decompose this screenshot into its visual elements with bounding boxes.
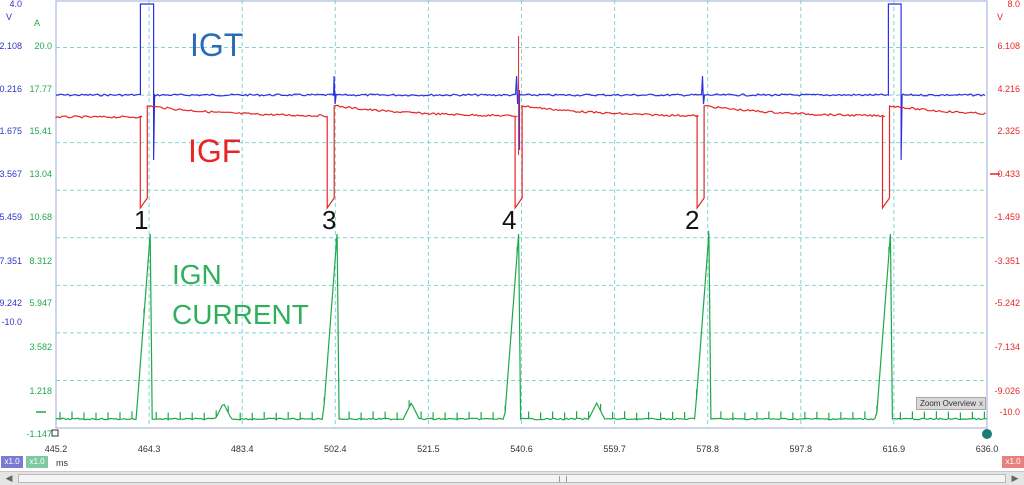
igf-trace	[55, 104, 986, 210]
right-axis-volts-tick-label: 2.325	[997, 126, 1020, 136]
left-axis-amps-tick-label: 8.312	[29, 256, 52, 266]
time-axis-tick-label: 464.3	[138, 444, 161, 454]
right-axis-volts-tick-label: -9.026	[994, 386, 1020, 396]
cylinder-2-label: 2	[685, 205, 699, 235]
left-axis-amps-tick-label: 15.41	[29, 126, 52, 136]
igt-trace	[55, 3, 986, 161]
right-axis-volts-tick-label: 8.0	[1007, 0, 1020, 9]
time-axis-tick-label: 502.4	[324, 444, 347, 454]
channel-a-scale-badge[interactable]: x1.0	[1, 456, 23, 468]
scroll-right-arrow-icon[interactable]: ▶	[1011, 473, 1019, 483]
left-axis-amps-tick-label: 20.0	[34, 41, 52, 51]
right-axis-volts-tick-label: -3.351	[994, 256, 1020, 266]
right-axis-volts-tick-label: -5.242	[994, 298, 1020, 308]
left-axis-volts-tick-label: -3.567	[0, 169, 22, 179]
ign-current-label-line2: CURRENT	[172, 299, 309, 330]
right-axis-volts-tick-label: 4.216	[997, 84, 1020, 94]
left-axis-amps-tick-label: 13.04	[29, 169, 52, 179]
ign-current-label-line1: IGN	[172, 259, 222, 290]
left-axis-amps-tick-label: 17.77	[29, 84, 52, 94]
right-axis-volts-tick-label: -1.459	[994, 212, 1020, 222]
zoom-overview-panel[interactable]: Zoom Overview x	[916, 397, 986, 410]
left-axis-amps-unit: A	[34, 18, 40, 28]
left-axis-volts-tick-label: 0.216	[0, 84, 22, 94]
scroll-left-arrow-icon[interactable]: ◀	[5, 473, 13, 483]
left-axis-volts-tick-label: -10.0	[1, 317, 22, 327]
ign-current-trace	[55, 230, 987, 421]
left-axis-volts-tick-label: 4.0	[9, 0, 22, 9]
time-axis-unit: ms	[56, 458, 68, 468]
time-axis-tick-label: 616.9	[883, 444, 906, 454]
time-axis-tick-label: 559.7	[603, 444, 626, 454]
channel-b-scale-badge[interactable]: x1.0	[26, 456, 48, 468]
left-axis-volts-tick-label: -5.459	[0, 212, 22, 222]
left-axis-volts-tick-label: -7.351	[0, 256, 22, 266]
left-axis-volts-tick-label: -1.675	[0, 126, 22, 136]
left-axis-amps-tick-label: 3.582	[29, 342, 52, 352]
cylinder-3-label: 3	[322, 205, 336, 235]
scrollbar-grip-icon	[559, 476, 567, 482]
time-axis-tick-label: 521.5	[417, 444, 440, 454]
left-axis-amps: 20.0 17.77 15.41 13.04 10.68 8.312 5.947 3.582 1…	[26, 18, 52, 439]
cylinder-4-label: 4	[502, 205, 516, 235]
right-axis-volts-tick-label: 0.433	[997, 169, 1020, 179]
time-axis-tick-label: 540.6	[510, 444, 533, 454]
scrollbar-thumb[interactable]	[18, 474, 1006, 483]
zoom-overview-title: Zoom Overview	[920, 399, 977, 408]
horizontal-scrollbar[interactable]: ◀ ▶	[0, 471, 1024, 485]
right-axis-volts-tick-label: -10.0	[999, 407, 1020, 417]
left-axis-amps-tick-label: 1.218	[29, 386, 52, 396]
zoom-overview-close-icon[interactable]: x	[979, 399, 983, 408]
time-axis-tick-label: 483.4	[231, 444, 254, 454]
left-axis-amps-tick-label: -1.147	[26, 429, 52, 439]
traces	[55, 3, 987, 421]
left-axis-volts-unit: V	[6, 12, 12, 22]
left-axis-volts-tick-label: 2.108	[0, 41, 22, 51]
time-axis-tick-label: 636.0	[976, 444, 999, 454]
plot-grid	[55, 0, 988, 429]
right-axis-volts: 8.0 6.108 4.216 2.325 0.433 -1.459 -3.351 -5.24…	[990, 0, 1020, 417]
igt-label: IGT	[190, 27, 243, 63]
igf-label: IGF	[188, 133, 241, 169]
right-axis-volts-tick-label: 6.108	[997, 41, 1020, 51]
left-axis-volts-tick-label: -9.242	[0, 298, 22, 308]
right-axis-volts-tick-label: -7.134	[994, 342, 1020, 352]
time-axis: 445.2 464.3 483.4 502.4 521.5 540.6 559.7 578.8…	[45, 429, 999, 468]
cylinder-1-label: 1	[134, 205, 148, 235]
time-axis-tick-label: 597.8	[790, 444, 813, 454]
time-axis-tick-label: 445.2	[45, 444, 68, 454]
channel-c-scale-badge[interactable]: x1.0	[1002, 456, 1024, 468]
time-axis-tick-label: 578.8	[696, 444, 719, 454]
left-axis-amps-tick-label: 5.947	[29, 298, 52, 308]
left-axis-amps-tick-label: 10.68	[29, 212, 52, 222]
trigger-marker[interactable]	[982, 429, 992, 439]
right-axis-volts-unit: V	[997, 12, 1003, 22]
time-axis-start-marker	[51, 429, 59, 437]
left-axis-volts: 4.0 2.108 0.216 -1.675 -3.567 -5.459 -7.351 -9.…	[0, 0, 22, 327]
